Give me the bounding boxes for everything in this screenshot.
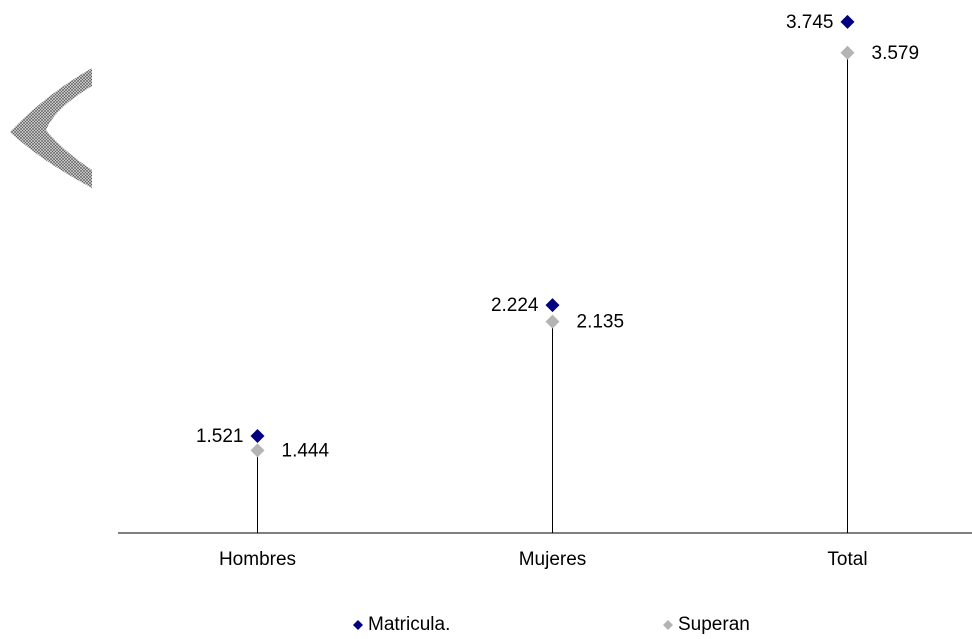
- value-label: 2.135: [577, 312, 625, 333]
- marker: [250, 428, 265, 443]
- value-label: 3.579: [872, 43, 920, 64]
- x-tick-label: Hombres: [219, 549, 296, 570]
- marker: [840, 14, 855, 29]
- value-label: 1.444: [282, 440, 330, 461]
- marker: [545, 298, 560, 313]
- x-tick-label: Mujeres: [519, 549, 587, 570]
- legend-marker: [663, 620, 673, 630]
- decor-arrow: [10, 68, 92, 188]
- marker: [545, 314, 560, 329]
- value-label: 1.521: [196, 426, 244, 447]
- marker: [250, 443, 265, 458]
- value-label: 3.745: [786, 12, 834, 33]
- marker: [840, 45, 855, 60]
- legend-marker: [353, 620, 363, 630]
- legend-label: Matricula.: [368, 614, 450, 635]
- value-label: 2.224: [491, 295, 539, 316]
- x-tick-label: Total: [827, 549, 867, 570]
- legend-label: Superan: [678, 614, 750, 635]
